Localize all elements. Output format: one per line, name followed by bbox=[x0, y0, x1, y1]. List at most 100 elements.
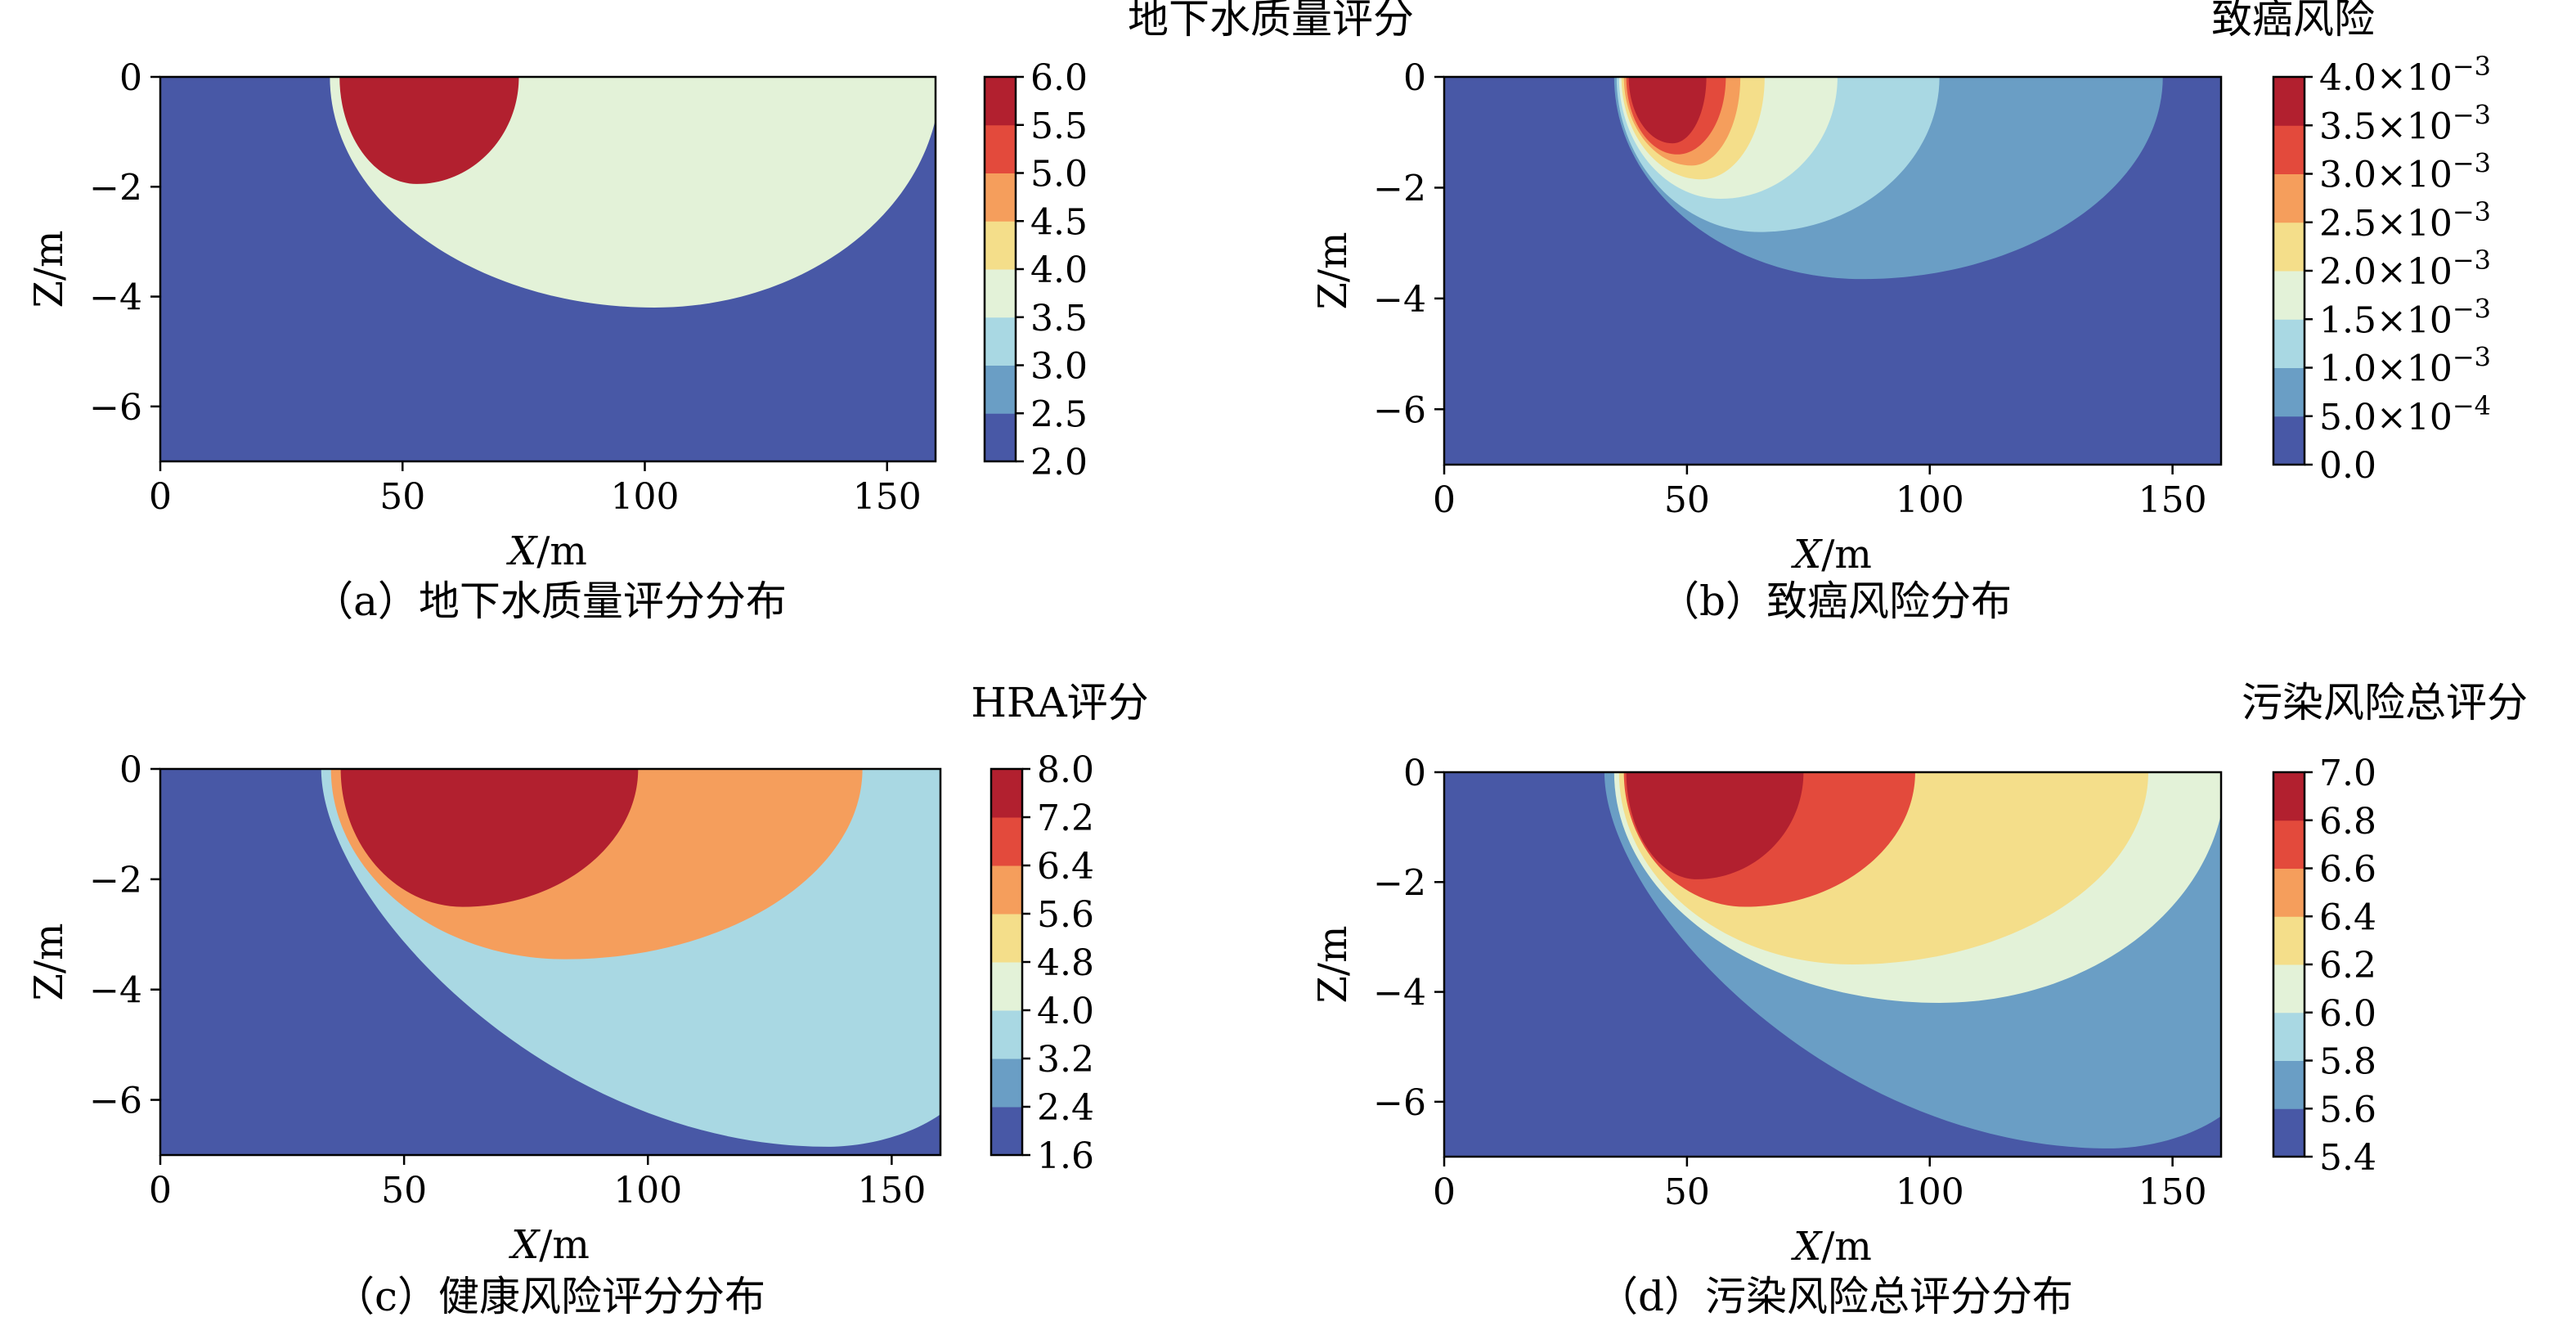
panel-a-colorbar-label: 2.5 bbox=[1030, 393, 1088, 435]
panel-d-y-tick-label: −4 bbox=[1373, 973, 1426, 1014]
panel-c-x-tick-label: 150 bbox=[857, 1170, 926, 1211]
panel-b-colorbar-segment bbox=[2273, 222, 2304, 272]
panel-c-colorbar-label: 4.0 bbox=[1037, 991, 1094, 1032]
panel-a-colorbar-segment bbox=[985, 413, 1016, 462]
panel-d-colorbar-label: 7.0 bbox=[2319, 753, 2376, 794]
panel-a-y-tick-label: 0 bbox=[119, 57, 142, 99]
panel-d-colorbar-label: 6.6 bbox=[2319, 849, 2376, 891]
panel-d-colorbar-label: 5.4 bbox=[2319, 1137, 2376, 1179]
panel-b-axes-frame bbox=[1443, 75, 2223, 466]
panel-c-colorbar-segment bbox=[991, 1107, 1022, 1156]
panel-b-colorbar-segment bbox=[2273, 319, 2304, 368]
panel-b-colorbar-segment bbox=[2273, 173, 2304, 223]
panel-a-y-tick-label: −2 bbox=[89, 167, 142, 209]
panel-c-colorbar-label: 1.6 bbox=[1037, 1135, 1094, 1177]
panel-b-colorbar-label: 0.0 bbox=[2319, 445, 2376, 487]
panel-b-x-tick-label: 0 bbox=[1433, 479, 1456, 521]
panel-b-colorbar-segment bbox=[2273, 367, 2304, 417]
panel-d-colorbar-label: 6.0 bbox=[2319, 993, 2376, 1035]
panel-c-x-axis-title: X/m bbox=[508, 1222, 590, 1268]
panel-a-colorbar-label: 6.0 bbox=[1030, 57, 1088, 99]
panel-a-y-tick-label: −6 bbox=[89, 387, 142, 429]
panel-b-x-tick-label: 100 bbox=[1896, 479, 1964, 521]
panel-b-colorbar-segment bbox=[2273, 125, 2304, 174]
panel-d-x-tick-label: 100 bbox=[1896, 1171, 1964, 1213]
panel-d-colorbar-title: 污染风险总评分 bbox=[2242, 679, 2528, 726]
panel-d: 0 50 100 150 0 −2 −4 −6 X/m Z/m 5.4 5.6 5.8 6.0 6.2 6.4… bbox=[1310, 679, 2528, 1320]
panel-a-colorbar-segment bbox=[985, 124, 1016, 173]
panel-c-caption: （c）健康风险评分分布 bbox=[334, 1273, 765, 1320]
panel-c-x-tick-label: 100 bbox=[613, 1170, 682, 1211]
panel-a-x-tick-label: 0 bbox=[149, 476, 172, 518]
panel-a: 0 50 100 150 0 −2 −4 −6 X/m Z/m 2.0 2.5 3.0 3.5 4.0 4.5… bbox=[26, 0, 1414, 625]
panel-d-colorbar-segment bbox=[2273, 916, 2304, 965]
panel-b-x-tick-label: 50 bbox=[1664, 479, 1710, 521]
panel-d-axes-frame bbox=[1443, 771, 2223, 1158]
panel-d-colorbar-segment bbox=[2273, 868, 2304, 917]
panel-d-colorbar-label: 5.8 bbox=[2319, 1041, 2376, 1083]
panel-b-colorbar-label: 1.0×10−3 bbox=[2319, 342, 2491, 390]
panel-b-colorbar-label: 3.0×10−3 bbox=[2319, 148, 2491, 196]
panel-b-colorbar-label: 5.0×10−4 bbox=[2319, 390, 2491, 438]
panel-d-colorbar: 5.4 5.6 5.8 6.0 6.2 6.4 6.6 6.8 7.0 bbox=[2272, 753, 2376, 1179]
panel-b-colorbar-segment bbox=[2273, 77, 2304, 126]
panel-c: 0 50 100 150 0 −2 −4 −6 X/m Z/m 1.6 2.4 3.2 4.0 4.8 5.6… bbox=[26, 679, 1149, 1320]
panel-c-axes-frame bbox=[159, 767, 942, 1157]
panel-d-caption: （d）污染风险总评分分布 bbox=[1597, 1273, 2073, 1320]
panel-c-colorbar-label: 6.4 bbox=[1037, 846, 1094, 888]
panel-d-colorbar-label: 6.8 bbox=[2319, 801, 2376, 843]
panel-a-colorbar-segment bbox=[985, 221, 1016, 270]
panel-b-colorbar-label: 1.5×10−3 bbox=[2319, 293, 2491, 341]
panel-d-y-tick-label: 0 bbox=[1403, 753, 1426, 794]
panel-c-y-tick-label: −2 bbox=[89, 860, 142, 901]
panel-a-colorbar-segment bbox=[985, 173, 1016, 222]
panel-b-x-tick-label: 150 bbox=[2138, 479, 2207, 521]
panel-b-contour-region-6 bbox=[1628, 77, 1707, 144]
panel-d-colorbar-segment bbox=[2273, 1060, 2304, 1109]
panel-d-colorbar-segment bbox=[2273, 1012, 2304, 1061]
panel-a-contour-region-1 bbox=[339, 77, 519, 184]
panel-a-contour-field bbox=[160, 77, 936, 461]
panel-a-x-tick-label: 100 bbox=[611, 476, 680, 518]
panel-c-colorbar-segment bbox=[991, 962, 1022, 1011]
panel-c-colorbar-label: 7.2 bbox=[1037, 798, 1094, 839]
panel-b-colorbar: 0.0 5.0×10−41.0×10−31.5×10−32.0×10−32.5×1… bbox=[2272, 51, 2491, 487]
panel-a-x-tick-label: 50 bbox=[379, 476, 425, 518]
panel-b-contour-field bbox=[1444, 77, 2221, 465]
panel-d-colorbar-label: 5.6 bbox=[2319, 1089, 2376, 1130]
panel-b-colorbar-segment bbox=[2273, 416, 2304, 465]
panel-c-colorbar-label: 3.2 bbox=[1037, 1039, 1094, 1081]
panel-c-colorbar-label: 4.8 bbox=[1037, 942, 1094, 984]
panel-c-colorbar-segment bbox=[991, 865, 1022, 915]
panel-c-contour-region-2 bbox=[340, 769, 639, 907]
panel-d-contour-field bbox=[1444, 772, 2221, 1157]
panel-a-colorbar-title: 地下水质量评分 bbox=[1128, 0, 1414, 43]
panel-a-colorbar-segment bbox=[985, 317, 1016, 366]
panel-a-colorbar-label: 5.0 bbox=[1030, 154, 1088, 196]
panel-c-colorbar-segment bbox=[991, 914, 1022, 963]
panel-c-colorbar-segment bbox=[991, 1059, 1022, 1108]
panel-a-colorbar-label: 3.5 bbox=[1030, 298, 1088, 339]
panel-b-colorbar-label: 3.5×10−3 bbox=[2319, 99, 2491, 147]
panel-a-colorbar-segment bbox=[985, 269, 1016, 318]
panel-c-colorbar: 1.6 2.4 3.2 4.0 4.8 5.6 6.4 7.2 8.0 bbox=[990, 749, 1094, 1177]
panel-d-contour-region-4 bbox=[1626, 772, 1804, 879]
panel-a-x-tick-label: 150 bbox=[853, 476, 922, 518]
panel-d-x-tick-label: 150 bbox=[2138, 1171, 2207, 1213]
panel-a-colorbar-label: 4.5 bbox=[1030, 201, 1088, 243]
panel-a-axes-frame bbox=[159, 75, 937, 463]
panel-b-colorbar-title: 致癌风险 bbox=[2211, 0, 2375, 43]
panel-d-colorbar-label: 6.2 bbox=[2319, 945, 2376, 987]
panel-a-colorbar-label: 4.0 bbox=[1030, 249, 1088, 291]
panel-d-y-tick-label: −6 bbox=[1373, 1082, 1426, 1124]
panel-d-x-tick-label: 50 bbox=[1664, 1171, 1710, 1213]
panel-b-colorbar-label: 2.5×10−3 bbox=[2319, 196, 2491, 245]
panel-c-colorbar-label: 5.6 bbox=[1037, 894, 1094, 936]
panel-d-colorbar-segment bbox=[2273, 1108, 2304, 1157]
panel-d-y-tick-label: −2 bbox=[1373, 862, 1426, 904]
panel-d-colorbar-label: 6.4 bbox=[2319, 897, 2376, 938]
panel-d-colorbar-segment bbox=[2273, 772, 2304, 821]
panel-b-y-tick-label: −2 bbox=[1373, 168, 1426, 209]
panel-c-x-tick-label: 0 bbox=[149, 1170, 172, 1211]
